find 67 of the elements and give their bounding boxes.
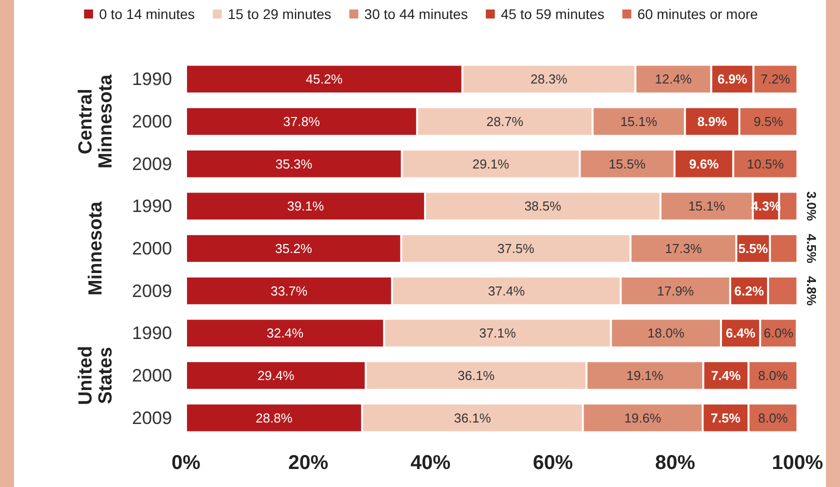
data-label: 37.5%: [497, 241, 535, 256]
data-label: 7.5%: [710, 410, 741, 426]
data-label: 15.1%: [620, 114, 658, 129]
data-label: 7.4%: [711, 368, 742, 383]
x-tick-label: 60%: [532, 452, 574, 474]
data-label: 6.0%: [764, 326, 794, 341]
data-label: 19.1%: [626, 368, 664, 383]
data-label: 12.4%: [654, 72, 692, 87]
legend-label: 15 to 29 minutes: [228, 6, 332, 22]
data-label: 45.2%: [306, 72, 344, 87]
data-label: 39.1%: [287, 198, 324, 214]
data-label: 28.8%: [256, 410, 293, 426]
x-tick-label: 100%: [772, 452, 824, 474]
text: Central Minnesota: [76, 74, 116, 168]
data-label: 37.1%: [479, 326, 516, 341]
data-label: 15.1%: [688, 198, 726, 214]
data-label: 9.5%: [754, 114, 784, 129]
legend-label: 0 to 14 minutes: [99, 6, 195, 22]
data-label: 32.4%: [266, 326, 304, 341]
data-label: 5.5%: [738, 241, 768, 256]
y-tick-label: 1990: [132, 69, 172, 90]
legend-label: 60 minutes or more: [637, 6, 758, 22]
data-label: 37.8%: [283, 114, 320, 129]
y-tick-label: 2000: [132, 238, 172, 258]
data-label: 28.7%: [486, 114, 524, 129]
legend-label: 45 to 59 minutes: [500, 6, 604, 22]
data-label: 6.9%: [717, 72, 748, 87]
data-label: 19.6%: [624, 410, 662, 426]
data-label: 36.1%: [454, 410, 492, 426]
data-label: 33.7%: [270, 283, 308, 298]
y-tick-label: 2009: [132, 408, 172, 428]
x-tick-label: 20%: [288, 452, 329, 474]
y-tick-label: 1990: [132, 196, 172, 216]
y-tick-label: 2009: [132, 280, 172, 301]
data-label: 6.2%: [734, 283, 764, 298]
data-label: 9.6%: [689, 156, 720, 172]
text: Minnesota: [86, 201, 106, 296]
legend-label: 30 to 44 minutes: [364, 6, 468, 22]
x-tick-label: 40%: [410, 452, 451, 474]
data-label: 8.9%: [697, 114, 728, 129]
data-label: 18.0%: [648, 326, 685, 341]
data-label: 15.5%: [608, 156, 646, 172]
x-tick-label: 80%: [655, 452, 696, 474]
data-label: 35.3%: [275, 156, 313, 172]
data-label: 4.8%: [804, 276, 819, 306]
data-label: 35.2%: [275, 241, 312, 256]
data-label: 29.4%: [257, 368, 295, 383]
data-label: 7.2%: [760, 72, 791, 87]
data-label: 38.5%: [524, 198, 562, 214]
y-tick-label: 2000: [132, 366, 172, 386]
data-label: 17.3%: [664, 241, 702, 256]
data-label: 8.0%: [758, 410, 788, 426]
y-tick-label: 1990: [132, 323, 172, 344]
data-label: 6.4%: [726, 326, 756, 341]
data-label: 10.5%: [746, 156, 784, 172]
data-label: 3.0%: [804, 191, 819, 222]
data-label: 17.9%: [657, 283, 694, 298]
data-label: 28.3%: [530, 72, 568, 87]
data-label: 29.1%: [472, 156, 510, 172]
data-label: 4.5%: [804, 234, 819, 264]
x-tick-label: 0%: [172, 452, 201, 474]
data-label: 37.4%: [488, 283, 526, 298]
y-tick-label: 2000: [132, 112, 172, 132]
y-tick-label: 2009: [132, 154, 172, 174]
data-label: 8.0%: [758, 368, 788, 383]
data-label: 36.1%: [458, 368, 495, 383]
text: United States: [76, 346, 116, 406]
